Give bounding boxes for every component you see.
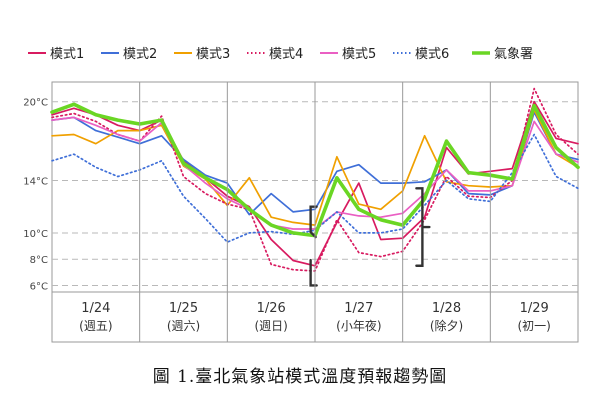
y-tick-label: 10°C — [23, 229, 48, 240]
bracket-annotation — [309, 205, 318, 287]
day-date-label: 1/27 — [344, 301, 373, 316]
legend-label: 模式1 — [50, 47, 84, 62]
y-tick-label: 6°C — [30, 281, 48, 292]
legend-label: 模式5 — [342, 47, 376, 62]
bracket-annotation — [415, 187, 431, 267]
day-date-label: 1/29 — [520, 301, 549, 316]
legend-label: 模式6 — [415, 47, 449, 62]
legend: 模式1 模式2 模式3 模式4 模式5 模式6 氣象署 — [28, 47, 533, 62]
legend-label: 模式2 — [123, 47, 157, 62]
day-weekday-label: (週日) — [254, 319, 287, 333]
day-date-label: 1/25 — [169, 301, 198, 316]
day-labels: 1/24 (週五) 1/25 (週六) 1/26 (週日) 1/27 (小年夜) 1/28 (除夕… — [79, 82, 551, 342]
y-tick-label: 8°C — [30, 255, 48, 266]
legend-label: 模式3 — [196, 47, 230, 62]
figure-caption: 圖 1.臺北氣象站模式溫度預報趨勢圖 — [152, 367, 448, 387]
day-date-label: 1/24 — [81, 301, 110, 316]
legend-label: 氣象署 — [494, 47, 533, 62]
day-weekday-label: (週六) — [167, 319, 200, 333]
y-tick-label: 14°C — [23, 176, 48, 187]
y-tick-label: 20°C — [23, 98, 48, 109]
legend-label: 模式4 — [269, 47, 303, 62]
day-weekday-label: (除夕) — [430, 318, 463, 333]
day-weekday-label: (小年夜) — [336, 318, 381, 333]
day-date-label: 1/28 — [432, 301, 461, 316]
day-weekday-label: (初一) — [517, 319, 550, 333]
day-weekday-label: (週五) — [79, 319, 112, 333]
day-date-label: 1/26 — [257, 301, 286, 316]
